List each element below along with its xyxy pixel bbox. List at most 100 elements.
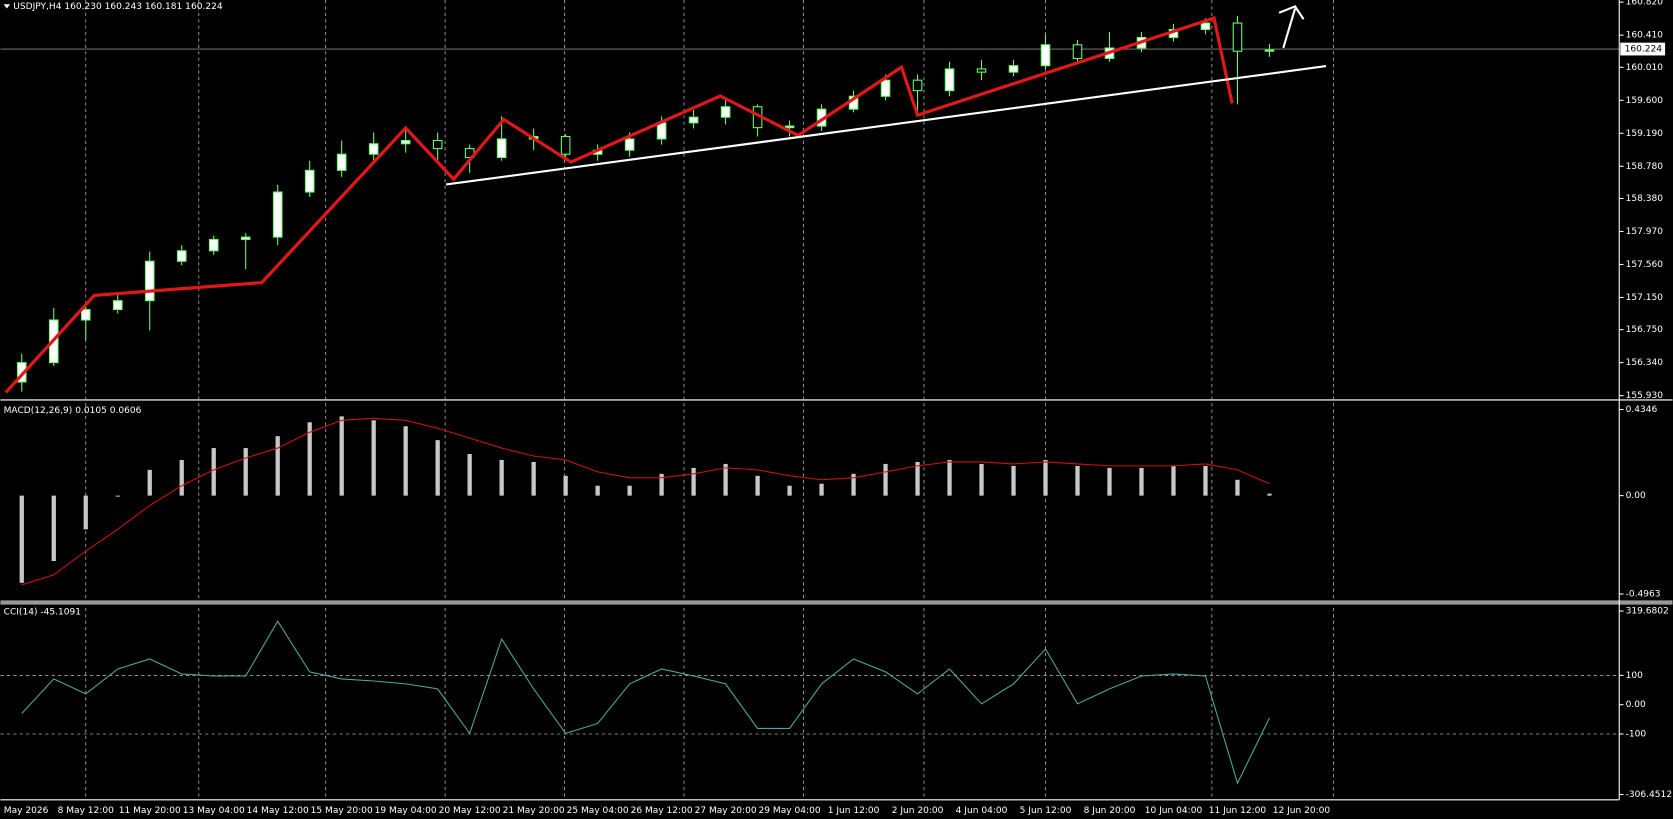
zigzag-line	[4, 16, 1234, 394]
macd-bar	[19, 495, 24, 583]
macd-bar	[851, 473, 856, 496]
x-tick-label: 8 Jun 20:00	[1084, 806, 1136, 816]
annotations	[4, 5, 1327, 394]
arrow-head	[1278, 5, 1305, 20]
y-tick-label: 158.380	[1626, 194, 1664, 204]
macd-bar	[691, 467, 696, 496]
y-tick-label: 0.00	[1626, 491, 1646, 501]
y-tick-label: 159.190	[1626, 129, 1664, 139]
macd-bar	[243, 448, 248, 496]
candle-body	[1072, 44, 1083, 59]
macd-bar	[595, 485, 600, 496]
candle-body	[368, 143, 379, 155]
candle-body	[880, 79, 891, 97]
macd-bar	[531, 461, 536, 496]
y-tick-label: -306.4512	[1626, 790, 1672, 800]
macd-bar	[403, 426, 408, 496]
signal-line	[21, 417, 1270, 586]
macd-bar	[1107, 467, 1112, 496]
y-tick-label: 157.560	[1626, 260, 1664, 270]
macd-bar	[947, 459, 952, 496]
candle-body	[560, 135, 571, 155]
macd-bar	[563, 475, 568, 496]
candle-body	[720, 106, 731, 118]
x-tick-label: 8 May 12:00	[58, 806, 115, 816]
cci-title: CCI(14) -45.1091	[4, 608, 81, 618]
x-tick-label: 29 May 04:00	[759, 806, 821, 816]
macd-bar	[147, 469, 152, 496]
candle-body	[1232, 22, 1243, 52]
candle-body	[80, 308, 91, 321]
candle-body	[208, 238, 219, 252]
y-tick-label: -100	[1626, 729, 1647, 739]
macd-bar	[723, 463, 728, 496]
candle-body	[112, 300, 123, 311]
macd-bar	[371, 420, 376, 496]
x-tick-label: 15 May 20:00	[311, 806, 373, 816]
y-tick-label: 155.930	[1626, 391, 1664, 401]
x-tick-label: 5 Jun 12:00	[1020, 806, 1072, 816]
macd-bar	[659, 473, 664, 496]
menu-icon[interactable]	[3, 4, 11, 9]
arrow	[1282, 8, 1297, 49]
macd-bar	[339, 416, 344, 496]
candle-body	[336, 153, 347, 171]
macd-bar	[51, 495, 56, 562]
macd-bar	[179, 459, 184, 496]
candle-body	[400, 140, 411, 145]
candle-body	[1040, 44, 1051, 67]
macd-bar	[115, 495, 120, 497]
candle-body	[304, 169, 315, 193]
macd-bar	[435, 440, 440, 496]
macd-bar	[211, 448, 216, 496]
candle-body	[432, 140, 443, 150]
x-tick-label: 26 May 12:00	[631, 806, 693, 816]
y-tick-label: 157.970	[1626, 227, 1664, 237]
x-tick-label: 25 May 04:00	[567, 806, 629, 816]
y-tick-label: 100	[1626, 671, 1644, 681]
candle-body	[1200, 22, 1211, 31]
candle-body	[144, 260, 155, 302]
macd-bar	[467, 454, 472, 496]
macd-bar	[627, 485, 632, 496]
x-tick-label: 21 May 20:00	[503, 806, 565, 816]
macd-bar	[499, 459, 504, 496]
candle-body	[240, 236, 251, 241]
y-tick-label: 0.4346	[1626, 405, 1658, 415]
candle-body	[624, 138, 635, 151]
candle-body	[176, 250, 187, 262]
x-tick-label: 13 May 04:00	[183, 806, 245, 816]
y-tick-label: -0.4963	[1626, 589, 1661, 599]
candle-body	[976, 68, 987, 73]
x-tick-label: 1 Jun 12:00	[828, 806, 880, 816]
macd-bar	[1235, 479, 1240, 496]
y-tick-label: 160.010	[1626, 63, 1664, 73]
macd-bar	[307, 422, 312, 496]
x-tick-label: 2 Jun 20:00	[892, 806, 944, 816]
y-tick-label: 158.780	[1626, 162, 1664, 172]
symbol-info: USDJPY,H4 160.230 160.243 160.181 160.22…	[13, 2, 223, 12]
x-tick-label: 4 Jun 04:00	[956, 806, 1008, 816]
y-tick-label: 157.150	[1626, 293, 1664, 303]
macd-bar	[1139, 467, 1144, 496]
macd-bar	[1267, 493, 1272, 496]
candle-body	[656, 122, 667, 140]
x-tick-label: 19 May 04:00	[375, 806, 437, 816]
macd-bar	[787, 485, 792, 496]
macd-bar	[979, 463, 984, 496]
macd-bar	[883, 463, 888, 496]
x-tick-label: 11 Jun 12:00	[1209, 806, 1267, 816]
x-tick-label: 14 May 12:00	[247, 806, 309, 816]
candle-body	[688, 116, 699, 124]
y-tick-label: 0.00	[1626, 700, 1646, 710]
candle-body	[944, 68, 955, 92]
candle-body	[1264, 49, 1275, 52]
macd-bar	[1203, 465, 1208, 496]
x-tick-label: 20 May 12:00	[439, 806, 501, 816]
x-tick-label: 12 Jun 20:00	[1273, 806, 1331, 816]
macd-bar	[915, 461, 920, 496]
macd-title: MACD(12,26,9) 0.0105 0.0606	[4, 406, 142, 416]
y-tick-label: 156.340	[1626, 358, 1664, 368]
